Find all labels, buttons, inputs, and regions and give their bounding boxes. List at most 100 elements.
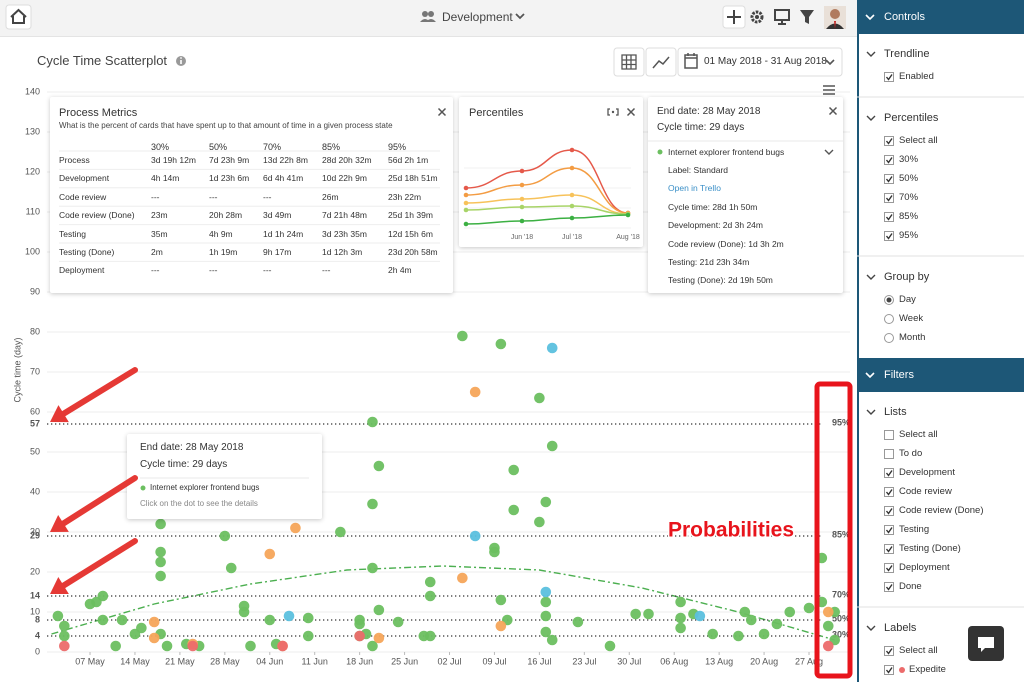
option-label[interactable]: To do	[899, 448, 923, 459]
data-point[interactable]	[116, 614, 128, 626]
option-label[interactable]: Week	[899, 313, 924, 324]
data-point[interactable]	[136, 622, 147, 634]
data-point[interactable]	[97, 614, 109, 626]
checkbox[interactable]	[884, 231, 894, 241]
checkbox[interactable]	[884, 563, 894, 573]
data-point[interactable]	[59, 630, 70, 642]
checkbox[interactable]	[884, 430, 894, 440]
data-point[interactable]	[290, 522, 301, 534]
checkbox[interactable]	[884, 525, 894, 535]
data-point[interactable]	[540, 610, 552, 622]
data-point[interactable]	[59, 620, 70, 632]
settings-button[interactable]	[750, 10, 764, 24]
data-point[interactable]	[540, 496, 552, 508]
data-point[interactable]	[572, 616, 584, 628]
data-point[interactable]	[392, 616, 404, 628]
data-point[interactable]	[540, 626, 552, 638]
data-point[interactable]	[694, 610, 706, 622]
data-point[interactable]	[758, 628, 770, 640]
data-point[interactable]	[546, 440, 558, 452]
filter-button[interactable]	[800, 10, 814, 24]
data-point[interactable]	[675, 596, 686, 608]
section-chevron[interactable]	[866, 409, 876, 415]
option-label[interactable]: Expedite	[909, 664, 946, 675]
date-range[interactable]: 01 May 2018 - 31 Aug 2018	[704, 56, 827, 67]
checkbox[interactable]	[884, 449, 894, 459]
data-point[interactable]	[424, 576, 436, 588]
data-point[interactable]	[302, 612, 314, 624]
board-chevron[interactable]	[515, 13, 525, 20]
expand-chevron[interactable]	[824, 149, 834, 155]
data-point[interactable]	[630, 608, 641, 620]
option-label[interactable]: 70%	[899, 192, 919, 203]
info-icon[interactable]	[176, 56, 186, 66]
checkbox[interactable]	[884, 72, 894, 82]
checkbox[interactable]	[884, 544, 894, 554]
checkbox[interactable]	[884, 506, 894, 516]
checkbox[interactable]	[884, 665, 894, 675]
data-point[interactable]	[707, 628, 719, 640]
data-point[interactable]	[495, 594, 507, 606]
radio[interactable]	[884, 314, 894, 324]
option-label[interactable]: Code review	[899, 486, 952, 497]
option-label[interactable]: Deployment	[899, 562, 950, 573]
data-point[interactable]	[675, 612, 686, 624]
checkbox[interactable]	[884, 468, 894, 478]
data-point[interactable]	[457, 330, 468, 342]
display-button[interactable]	[774, 9, 790, 25]
data-point[interactable]	[97, 590, 109, 602]
data-point[interactable]	[771, 618, 783, 630]
data-point[interactable]	[148, 632, 160, 644]
section-chevron[interactable]	[866, 274, 876, 280]
data-point[interactable]	[110, 640, 121, 652]
data-point[interactable]	[816, 552, 828, 564]
data-point[interactable]	[816, 596, 828, 608]
section-header-title[interactable]: Filters	[884, 369, 914, 381]
option-label[interactable]: Select all	[899, 429, 938, 440]
data-point[interactable]	[534, 516, 545, 528]
close-button[interactable]	[828, 106, 838, 116]
section-header-title[interactable]: Controls	[884, 11, 925, 23]
option-label[interactable]: 30%	[899, 154, 919, 165]
data-point[interactable]	[508, 504, 520, 516]
date-picker[interactable]	[677, 47, 843, 77]
data-point[interactable]	[245, 640, 256, 652]
section-chevron[interactable]	[866, 625, 876, 631]
header-chevron[interactable]	[865, 14, 875, 21]
data-point[interactable]	[822, 620, 834, 632]
data-point[interactable]	[155, 546, 166, 558]
radio[interactable]	[884, 333, 894, 343]
data-point[interactable]	[155, 518, 166, 530]
avatar[interactable]	[824, 6, 846, 29]
option-label[interactable]: Select all	[899, 135, 938, 146]
data-point[interactable]	[354, 630, 365, 642]
option-label[interactable]: Code review (Done)	[899, 505, 984, 516]
option-label[interactable]: Month	[899, 332, 926, 343]
data-point[interactable]	[546, 342, 558, 354]
expand-button[interactable]	[607, 108, 619, 116]
checkbox[interactable]	[884, 646, 894, 656]
data-point[interactable]	[469, 530, 481, 542]
data-point[interactable]	[643, 608, 654, 620]
menu-icon[interactable]	[823, 85, 835, 95]
data-point[interactable]	[148, 616, 160, 628]
option-label[interactable]: Done	[899, 581, 922, 592]
data-point[interactable]	[283, 610, 295, 622]
option-label[interactable]: 85%	[899, 211, 919, 222]
data-point[interactable]	[733, 630, 744, 642]
data-point[interactable]	[373, 632, 385, 644]
data-point[interactable]	[335, 526, 346, 538]
option-label[interactable]: 95%	[899, 230, 919, 241]
data-point[interactable]	[540, 596, 552, 608]
checkbox[interactable]	[884, 193, 894, 203]
data-point[interactable]	[373, 460, 385, 472]
data-point[interactable]	[367, 416, 378, 428]
option-label[interactable]: Day	[899, 294, 916, 305]
data-point[interactable]	[540, 586, 552, 598]
option-label[interactable]: Select all	[899, 645, 938, 656]
data-point[interactable]	[264, 614, 276, 626]
data-point[interactable]	[264, 548, 276, 560]
data-point[interactable]	[155, 556, 166, 568]
data-point[interactable]	[187, 640, 199, 652]
section-chevron[interactable]	[866, 115, 876, 121]
